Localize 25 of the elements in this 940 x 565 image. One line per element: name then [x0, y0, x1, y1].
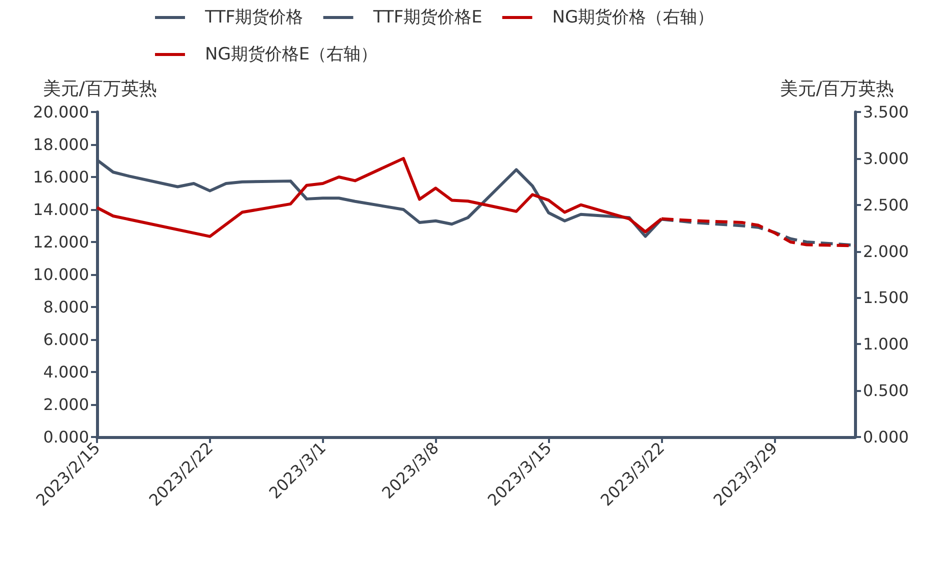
- legend-label: NG期货价格E（右轴）: [205, 44, 378, 64]
- y-tick-label: 0.000: [43, 428, 89, 446]
- y-tick-label: 6.000: [43, 330, 89, 349]
- y2-axis-title: 美元/百万英热: [780, 78, 894, 100]
- y-tick-label: 12.000: [33, 232, 89, 252]
- y2-tick-label: 2.500: [863, 195, 909, 214]
- y2-tick-label: 1.000: [863, 334, 909, 354]
- y2-tick-label: 0.500: [863, 381, 909, 400]
- y-tick-label: 4.000: [43, 362, 89, 382]
- y-tick-label: 8.000: [43, 298, 89, 316]
- y-axis-title: 美元/百万英热: [42, 78, 157, 100]
- y2-tick-label: 3.500: [863, 102, 909, 122]
- y2-tick-label: 0.000: [863, 428, 909, 446]
- legend-label: NG期货价格（右轴）: [552, 8, 714, 28]
- y-tick-label: 14.000: [33, 200, 89, 219]
- y2-tick-label: 1.500: [863, 288, 909, 308]
- y-tick-label: 20.000: [33, 102, 89, 122]
- y-tick-label: 2.000: [43, 395, 89, 414]
- y-tick-label: 18.000: [33, 135, 89, 154]
- y2-tick-label: 3.000: [863, 148, 909, 168]
- legend-label: TTF期货价格: [204, 8, 304, 28]
- y-tick-label: 10.000: [33, 265, 89, 284]
- y-tick-label: 16.000: [33, 168, 89, 186]
- legend-label: TTF期货价格E: [372, 8, 482, 28]
- y2-tick-label: 2.000: [863, 242, 909, 261]
